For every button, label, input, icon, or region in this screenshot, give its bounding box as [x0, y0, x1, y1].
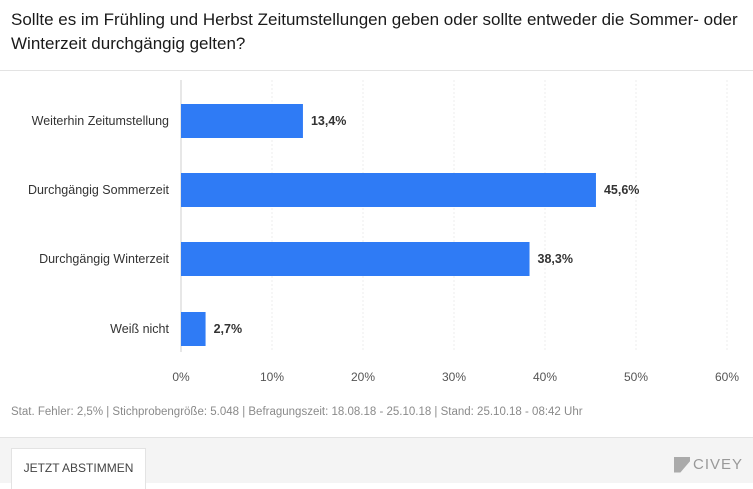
bar: [181, 312, 206, 346]
data-label: 2,7%: [214, 322, 243, 336]
x-tick-label: 10%: [260, 370, 284, 384]
survey-meta: Stat. Fehler: 2,5% | Stichprobengröße: 5…: [11, 406, 583, 418]
category-label: Durchgängig Winterzeit: [39, 252, 169, 266]
x-tick-label: 40%: [533, 370, 557, 384]
category-label: Durchgängig Sommerzeit: [28, 183, 170, 197]
category-label: Weiterhin Zeitumstellung: [32, 114, 169, 128]
divider: [0, 70, 753, 71]
bar: [181, 242, 530, 276]
vote-button[interactable]: JETZT ABSTIMMEN: [11, 448, 146, 489]
category-label: Weiß nicht: [110, 322, 169, 336]
bar: [181, 104, 303, 138]
bar: [181, 173, 596, 207]
footer: JETZT ABSTIMMEN CIVEY: [0, 437, 753, 489]
logo-text: CIVEY: [692, 456, 743, 473]
bar-chart: 0% 10% 20% 30% 40% 50% 60% Weiterhin Zeitumstel…: [28, 80, 739, 384]
data-label: 13,4%: [311, 114, 346, 128]
x-tick-label: 20%: [351, 370, 375, 384]
x-tick-label: 30%: [442, 370, 466, 384]
data-label: 38,3%: [538, 252, 573, 266]
x-tick-label: 0%: [172, 370, 190, 384]
x-tick-label: 50%: [624, 370, 648, 384]
civey-logo[interactable]: CIVEY: [673, 456, 743, 473]
x-tick-label: 60%: [715, 370, 739, 384]
data-label: 45,6%: [604, 183, 639, 197]
civey-logo-icon: [673, 456, 690, 473]
chart-title: Sollte es im Frühling und Herbst Zeitums…: [11, 10, 738, 53]
